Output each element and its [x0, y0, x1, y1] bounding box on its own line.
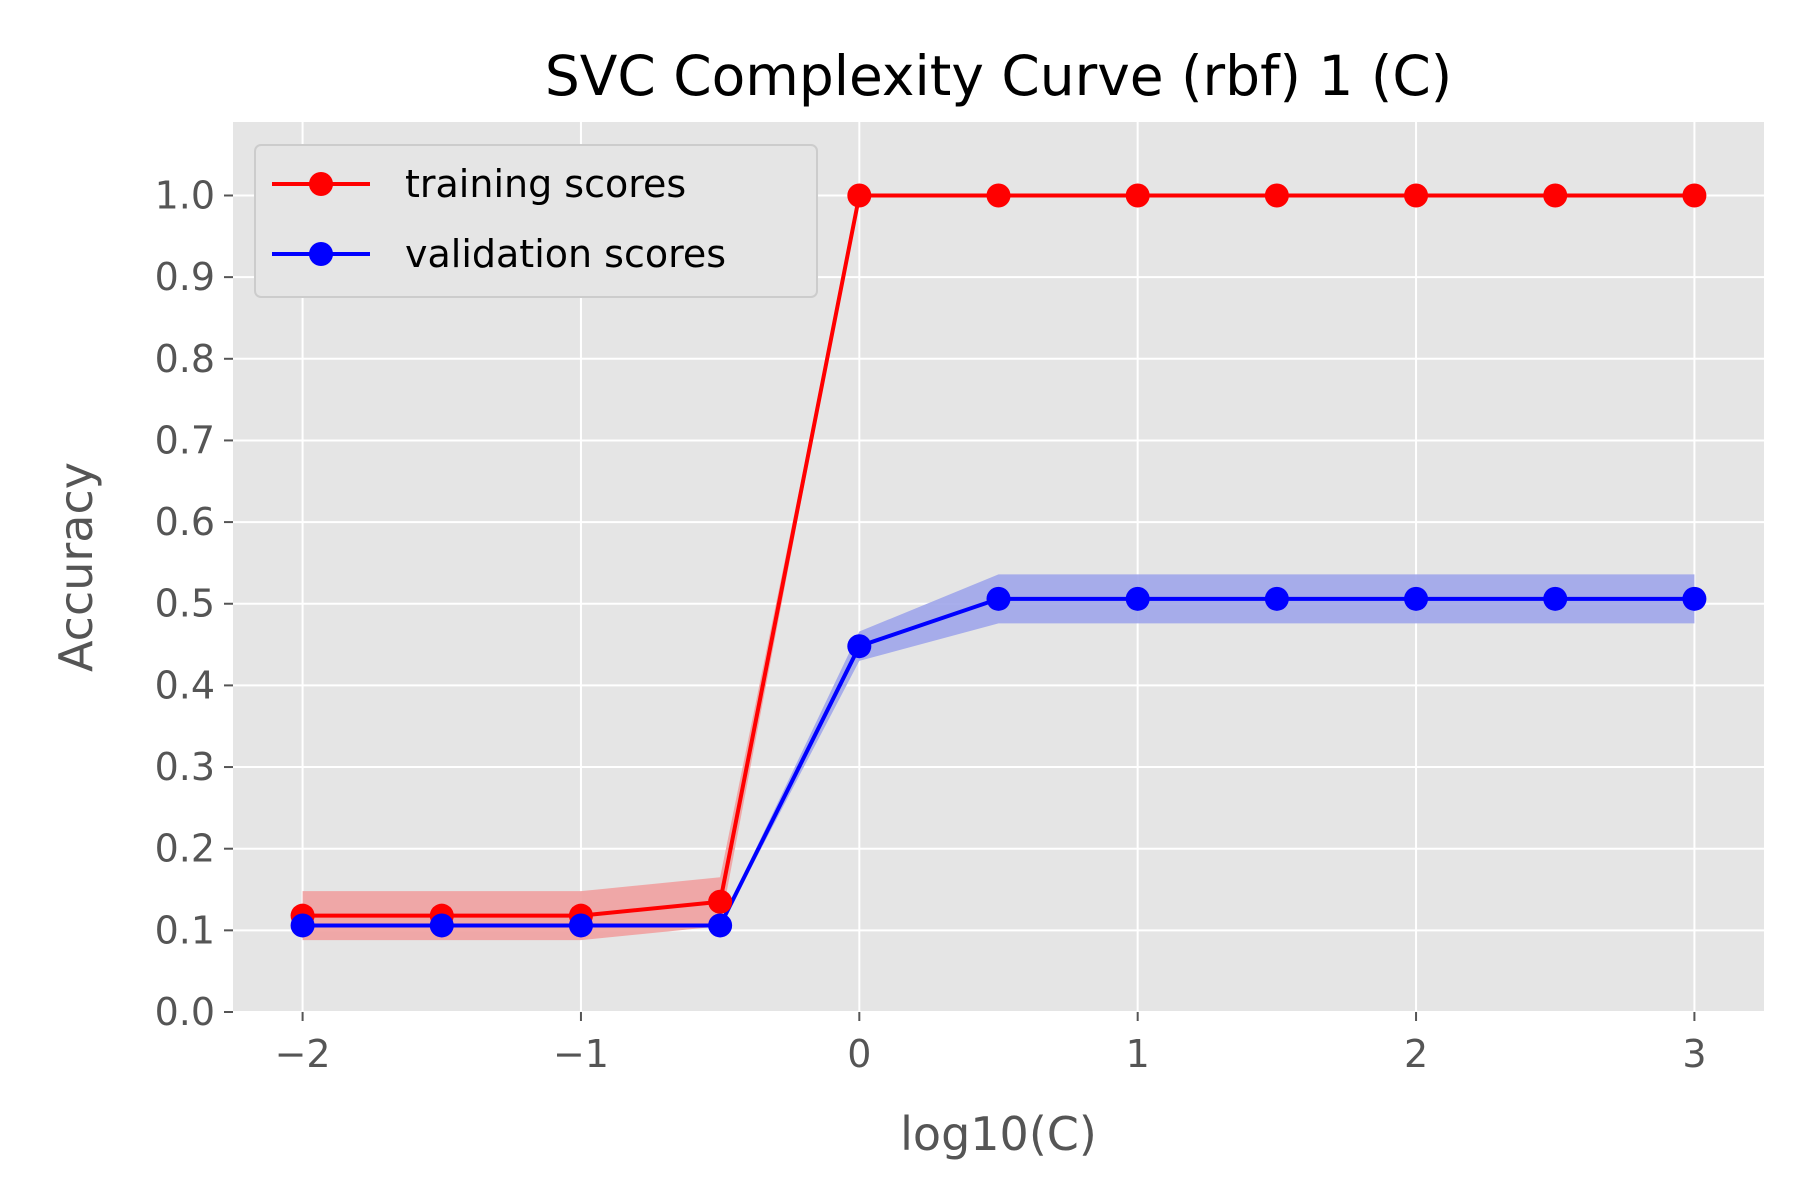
y-tick-label: 0.5 [155, 582, 215, 626]
training-scores-point [1543, 183, 1568, 208]
legend-box [254, 144, 818, 298]
validation-scores-point [986, 586, 1011, 611]
x-tick-label: −2 [275, 1032, 331, 1076]
validation-scores-point [290, 913, 315, 938]
training-scores-point [708, 889, 733, 914]
series-points [290, 183, 1707, 938]
legend-validation-scores-label: validation scores [405, 232, 726, 276]
training-scores-point [1404, 183, 1429, 208]
legend: training scores validation scores [254, 144, 818, 298]
y-tick-label: 0.9 [155, 255, 215, 299]
training-scores-point [847, 183, 872, 208]
legend-training-scores-label: training scores [405, 162, 686, 206]
x-axis-label: log10(C) [900, 1107, 1097, 1161]
training-scores-point [1264, 183, 1289, 208]
y-tick-label: 1.0 [155, 173, 215, 217]
y-tick-label: 0.0 [155, 990, 215, 1034]
y-tick-label: 0.2 [155, 827, 215, 871]
validation-scores-point [568, 913, 593, 938]
validation-scores-point [429, 913, 454, 938]
y-tick-label: 0.7 [155, 418, 215, 462]
legend-validation-scores-swatch-marker [309, 242, 333, 266]
y-tick-label: 0.8 [155, 337, 215, 381]
legend-training-scores-swatch-marker [309, 172, 333, 196]
validation-scores-point [1404, 586, 1429, 611]
x-tick-label: 3 [1682, 1032, 1706, 1076]
x-tick-label: −1 [553, 1032, 609, 1076]
y-tick-label: 0.6 [155, 500, 215, 544]
x-tick-label: 2 [1404, 1032, 1428, 1076]
validation-scores-point [1682, 586, 1707, 611]
x-tick-label: 1 [1126, 1032, 1150, 1076]
training-scores-point [1682, 183, 1707, 208]
validation-scores-point [1264, 586, 1289, 611]
validation-scores-point [1125, 586, 1150, 611]
training-scores-point [986, 183, 1011, 208]
y-tick-label: 0.1 [155, 908, 215, 952]
y-tick-label: 0.4 [155, 663, 215, 707]
validation-scores-point [708, 913, 733, 938]
chart-title: SVC Complexity Curve (rbf) 1 (C) [545, 44, 1452, 108]
y-axis-label: Accuracy [49, 462, 103, 672]
validation-scores-point [1543, 586, 1568, 611]
training-scores-point [1125, 183, 1150, 208]
axis-ticks: 0.0 0.1 0.2 0.3 0.4 0.5 0.6 0.7 0.8 0.9 1.0 −2 −1 0 1 2… [155, 173, 1707, 1076]
y-tick-label: 0.3 [155, 745, 215, 789]
validation-scores-point [847, 634, 872, 659]
x-tick-label: 0 [847, 1032, 871, 1076]
